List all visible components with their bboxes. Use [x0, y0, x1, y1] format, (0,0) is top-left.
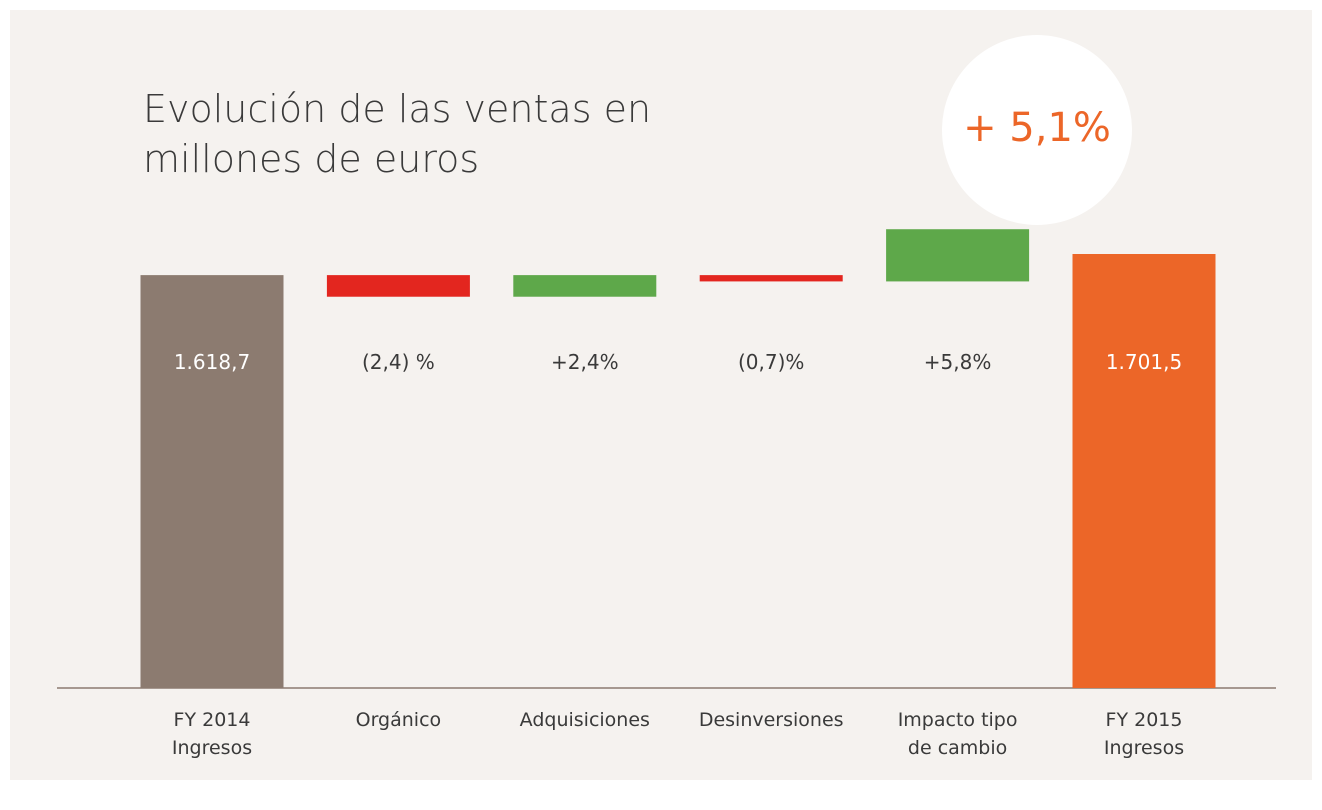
x-tick-label: FY 2015 Ingresos — [1103, 709, 1185, 759]
value-label: 1.701,5 — [1105, 350, 1183, 374]
annotation: + 5,1% — [963, 105, 1111, 151]
value-label: 1.618,7 — [173, 350, 251, 374]
value-label: +2,4% — [551, 350, 619, 374]
badge — [942, 35, 1132, 225]
chart-title: Evolución de las ventas en millones de e… — [143, 87, 652, 181]
x-tick-label: Adquisiciones — [519, 709, 650, 731]
x-tick-label: Impacto tipo de cambio — [897, 709, 1018, 759]
value-label: (0,7)% — [737, 350, 805, 374]
value-label: +5,8% — [923, 350, 992, 374]
bar — [513, 275, 657, 297]
x-tick-label: Orgánico — [355, 709, 442, 731]
value-label: (2,4) % — [362, 350, 435, 374]
bar — [326, 275, 470, 297]
bar — [699, 275, 843, 282]
bar — [886, 229, 1030, 282]
bar — [140, 275, 284, 688]
x-tick-label: FY 2014 Ingresos — [171, 709, 253, 759]
bar — [1072, 254, 1216, 688]
x-tick-label: Desinversiones — [698, 709, 844, 731]
